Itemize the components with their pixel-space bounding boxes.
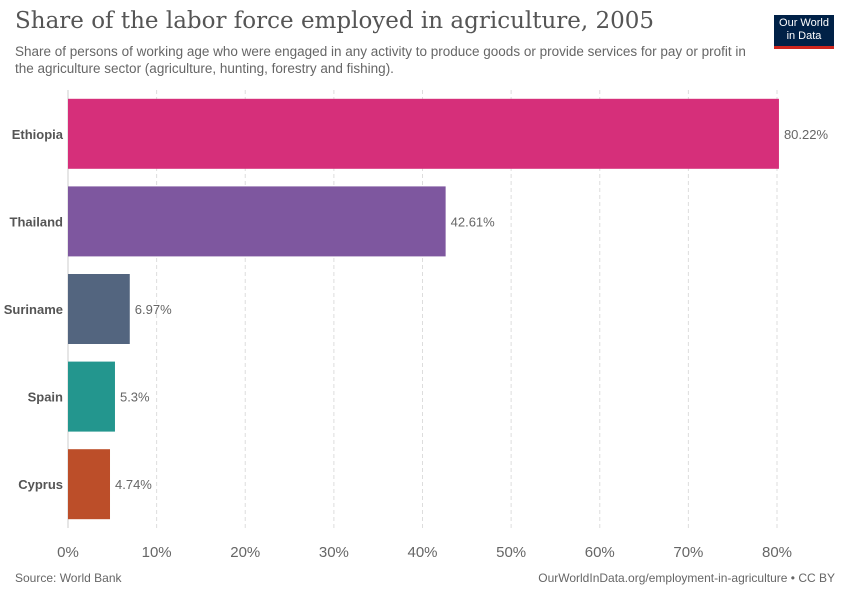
- chart-title: Share of the labor force employed in agr…: [15, 8, 655, 34]
- x-tick-label: 0%: [57, 544, 79, 561]
- x-tick-label: 40%: [407, 544, 437, 561]
- value-label: 5.3%: [120, 390, 150, 405]
- category-label: Cyprus: [18, 477, 63, 492]
- category-label: Suriname: [4, 302, 63, 317]
- bar-ethiopia[interactable]: [68, 98, 779, 169]
- bar-suriname[interactable]: [68, 274, 130, 344]
- bar-thailand[interactable]: [68, 186, 446, 257]
- x-tick-label: 60%: [585, 544, 615, 561]
- value-label: 42.61%: [451, 214, 496, 229]
- x-tick-label: 30%: [319, 544, 349, 561]
- value-label: 4.74%: [115, 477, 152, 492]
- x-tick-label: 80%: [762, 544, 792, 561]
- logo-line-1: Our World: [779, 17, 829, 29]
- x-tick-label: 70%: [673, 544, 703, 561]
- category-label: Thailand: [10, 214, 64, 229]
- value-label: 80.22%: [784, 127, 829, 142]
- category-label: Spain: [28, 390, 63, 405]
- source-note: Source: World Bank: [15, 571, 122, 585]
- owid-logo[interactable]: Our World in Data: [774, 15, 834, 49]
- x-tick-label: 50%: [496, 544, 526, 561]
- bar-cyprus[interactable]: [68, 449, 111, 520]
- source-link[interactable]: OurWorldInData.org/employment-in-agricul…: [538, 571, 835, 585]
- category-label: Ethiopia: [12, 127, 64, 142]
- value-label: 6.97%: [135, 302, 172, 317]
- chart-subtitle: Share of persons of working age who were…: [15, 44, 746, 76]
- x-tick-label: 10%: [142, 544, 172, 561]
- x-tick-label: 20%: [230, 544, 260, 561]
- logo-line-2: in Data: [786, 30, 822, 42]
- bar-spain[interactable]: [68, 361, 115, 432]
